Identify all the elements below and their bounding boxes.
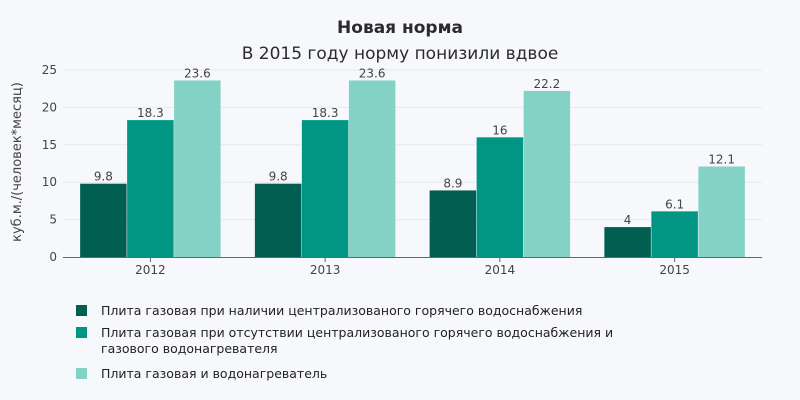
y-tick-label: 10: [42, 175, 57, 189]
bar-2014-series-3: [523, 90, 571, 257]
x-tick-label: 2013: [310, 263, 341, 277]
y-tick-label: 15: [42, 138, 57, 152]
data-labels: 9.8 18.3 23.6 9.8 18.3 23.6 8.9 16 22.2 4 6.1 12.1: [94, 66, 735, 227]
bar-2014-series-2: [476, 137, 524, 257]
legend-item-2[interactable]: Плита газовая при отсутствии централизов…: [76, 325, 613, 356]
bar-2015-series-3: [698, 166, 745, 257]
y-axis-label: куб.м./(человек*месяц): [10, 82, 25, 242]
data-label: 12.1: [708, 152, 735, 166]
legend-item-1[interactable]: Плита газовая при наличии централизовано…: [76, 303, 582, 318]
bars: [80, 80, 745, 257]
data-label: 16: [492, 123, 507, 137]
legend-label: газового водонагревателя: [101, 341, 278, 356]
data-label: 18.3: [312, 106, 339, 120]
bar-2013-series-1: [254, 183, 302, 257]
legend-label: Плита газовая при отсутствии централизов…: [101, 325, 613, 340]
data-label: 23.6: [359, 66, 386, 80]
legend-swatch: [76, 327, 87, 338]
data-label: 23.6: [184, 66, 211, 80]
bar-2015-series-2: [651, 211, 698, 257]
legend: Плита газовая при наличии централизовано…: [76, 303, 613, 381]
bar-2013-series-3: [348, 80, 396, 257]
y-tick-label: 0: [49, 250, 57, 264]
y-tick-label: 25: [42, 63, 57, 77]
data-label: 8.9: [443, 176, 462, 190]
y-tick-label: 20: [42, 100, 57, 114]
bar-2012-series-1: [80, 183, 127, 257]
bar-2012-series-2: [127, 120, 174, 257]
legend-label: Плита газовая и водонагреватель: [101, 366, 327, 381]
y-ticks: 0 5 10 15 20 25: [42, 63, 57, 264]
data-label: 4: [624, 213, 632, 227]
x-tick-label: 2014: [485, 263, 516, 277]
data-label: 9.8: [94, 170, 113, 184]
data-label: 22.2: [534, 77, 561, 91]
y-tick-label: 5: [49, 213, 57, 227]
legend-label: Плита газовая при наличии централизовано…: [101, 303, 582, 318]
data-label: 18.3: [137, 106, 164, 120]
x-ticks: 2012 2013 2014 2015: [135, 257, 690, 277]
x-tick-label: 2015: [659, 263, 690, 277]
bar-2015-series-1: [604, 227, 651, 257]
legend-swatch: [76, 305, 87, 316]
chart-subtitle: В 2015 году норму понизили вдвое: [242, 44, 559, 64]
chart-title: Новая норма: [337, 18, 463, 38]
bar-2014-series-1: [429, 190, 477, 257]
bar-2012-series-3: [174, 80, 221, 257]
legend-item-3[interactable]: Плита газовая и водонагреватель: [76, 366, 327, 381]
data-label: 9.8: [269, 170, 288, 184]
data-label: 6.1: [665, 197, 684, 211]
legend-swatch: [76, 368, 87, 379]
bar-2013-series-2: [301, 120, 349, 257]
x-tick-label: 2012: [135, 263, 166, 277]
